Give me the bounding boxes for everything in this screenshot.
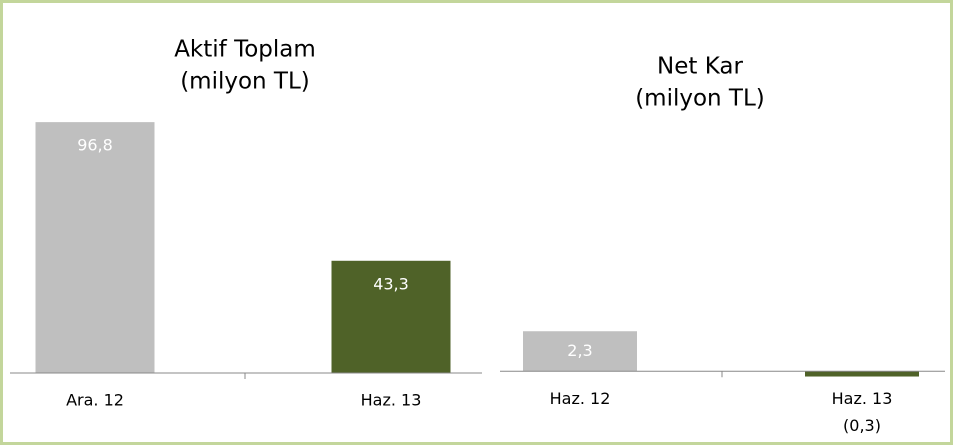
x-tick-label: Haz. 13 bbox=[832, 389, 893, 408]
data-label: 96,8 bbox=[77, 136, 113, 155]
data-label: 43,3 bbox=[373, 274, 409, 293]
x-tick-label: Haz. 13 bbox=[361, 391, 422, 410]
data-label: (0,3) bbox=[843, 416, 881, 435]
data-label: 2,3 bbox=[567, 341, 592, 360]
bar bbox=[331, 260, 451, 373]
x-tick-label: Ara. 12 bbox=[66, 391, 124, 410]
bar bbox=[35, 122, 155, 373]
chart-title: Aktif Toplam bbox=[174, 37, 316, 63]
chart-subtitle: (milyon TL) bbox=[180, 69, 310, 95]
bar bbox=[523, 331, 637, 372]
bar bbox=[805, 371, 919, 377]
chart-subtitle: (milyon TL) bbox=[635, 86, 765, 112]
x-tick-label: Haz. 12 bbox=[550, 389, 611, 408]
chart-title: Net Kar bbox=[657, 54, 743, 80]
